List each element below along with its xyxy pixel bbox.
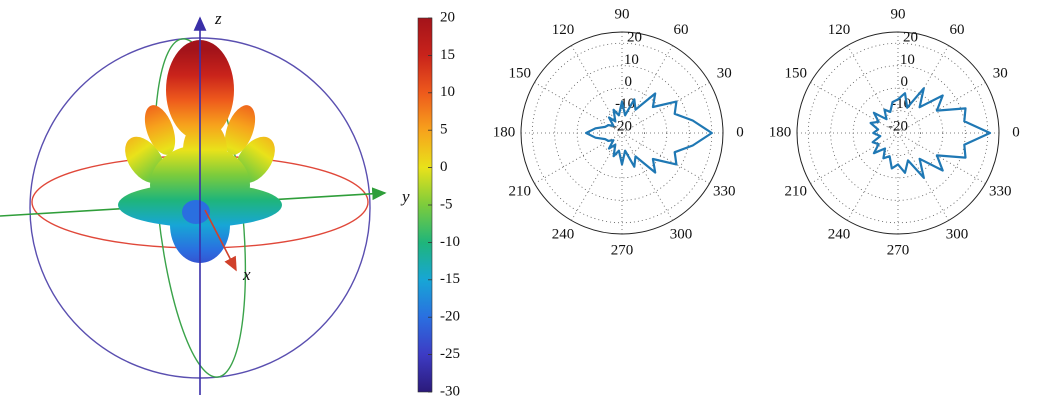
theta-tick-label: 0 [1012,124,1020,140]
theta-tick-label: 210 [509,183,532,199]
colorbar-tick-label: 5 [440,122,448,138]
theta-tick-label: 180 [493,124,516,140]
grid-spoke [897,132,986,184]
pattern-line [869,87,992,179]
colorbar-tick-label: -5 [440,196,453,212]
grid-ring [599,110,645,156]
theta-tick-label: 300 [670,227,693,243]
pattern-3d: z y x [0,9,410,395]
theta-tick-label: 300 [946,227,969,243]
grid-spoke [897,45,949,134]
axis-label: z [214,9,222,28]
theta-tick-label: 150 [509,65,532,81]
pattern-line [585,92,713,174]
theta-tick-label: 120 [552,22,575,38]
theta-tick-label: 330 [713,183,736,199]
axis-label: x [242,265,251,284]
x-axis [204,209,237,272]
grid-spoke [810,82,899,134]
colorbar-tick-label: 0 [440,159,448,175]
theta-tick-label: 210 [785,183,808,199]
theta-tick-label: 60 [950,22,965,38]
colorbar-tick-label: 15 [440,47,455,63]
theta-tick-label: 90 [615,6,630,22]
grid-spoke [847,132,899,221]
theta-tick-label: 150 [785,65,808,81]
r-tick-label: 20 [627,30,642,46]
theta-tick-label: 30 [717,65,732,81]
colorbar-tick-label: 20 [440,9,455,25]
lobe [144,105,176,155]
grid-spoke [810,132,899,184]
grid-spoke [847,45,899,134]
grid-spoke [897,132,949,221]
r-tick-label: -10 [891,96,911,112]
r-tick-label: 10 [900,52,915,68]
axis-label: y [400,187,410,206]
theta-tick-label: 30 [993,65,1008,81]
theta-tick-label: 180 [769,124,792,140]
theta-tick-label: 330 [989,183,1012,199]
r-tick-label: -20 [888,118,908,134]
r-tick-label: 0 [624,74,632,90]
grid-spoke [897,82,986,134]
theta-tick-label: 270 [611,242,634,258]
theta-tick-label: 120 [828,22,851,38]
theta-tick-label: 240 [552,227,575,243]
grid-spoke [621,132,673,221]
r-tick-label: 10 [624,52,639,68]
colorbar-tick-label: -25 [440,346,460,362]
theta-tick-label: 270 [887,242,910,258]
theta-tick-label: 90 [891,6,906,22]
colorbar-tick-label: -10 [440,234,460,250]
r-tick-label: -20 [612,118,632,134]
grid-ring [875,110,921,156]
grid-spoke [571,132,623,221]
r-tick-label: 0 [900,74,908,90]
colorbar-tick-label: 10 [440,84,455,100]
theta-tick-label: 0 [736,124,744,140]
grid-ring [554,65,690,201]
colorbar-tick-label: -30 [440,383,460,399]
grid-spoke [621,45,673,134]
grid-spoke [621,132,710,184]
grid-ring [830,65,966,201]
colorbar-tick-label: -20 [440,309,460,325]
grid-spoke [621,82,710,134]
lobe-core [182,200,210,224]
lobe [224,105,256,155]
theta-tick-label: 240 [828,227,851,243]
grid-spoke [571,45,623,134]
theta-tick-label: 60 [674,22,689,38]
r-tick-label: 20 [903,30,918,46]
colorbar-tick-label: -15 [440,271,460,287]
